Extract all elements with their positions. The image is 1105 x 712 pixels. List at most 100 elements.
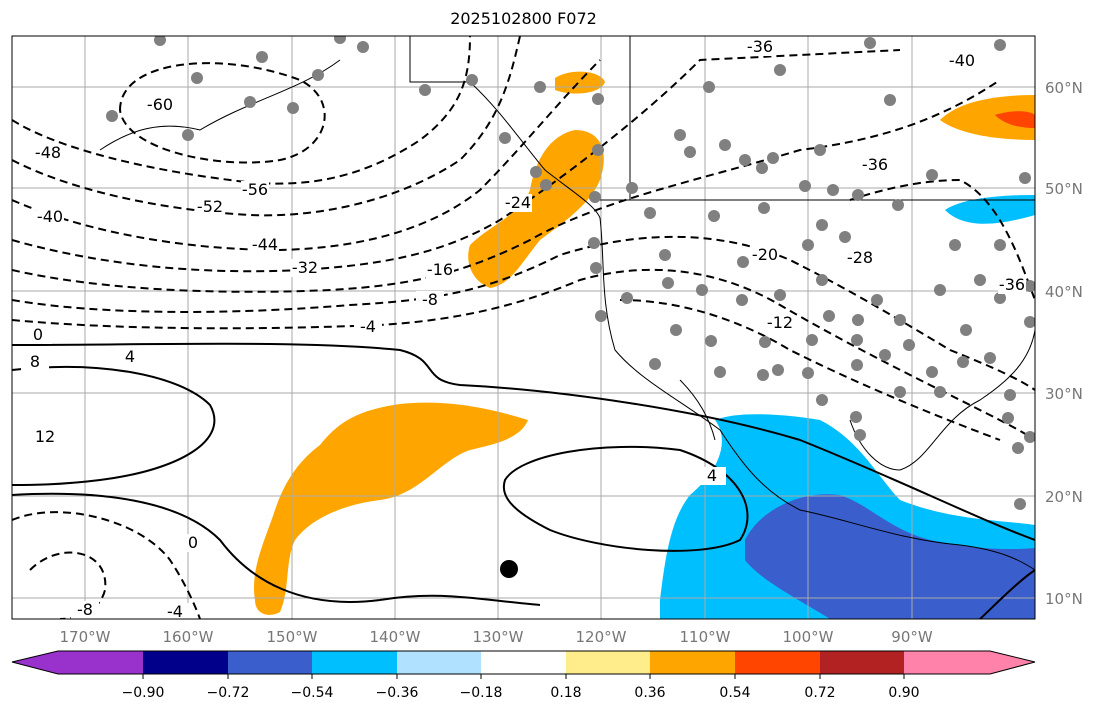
station-marker — [1024, 280, 1035, 292]
station-marker — [244, 96, 256, 108]
station-marker — [588, 237, 600, 249]
lat-tick-label: 10°N — [1045, 590, 1083, 608]
station-marker — [806, 334, 818, 346]
contour-label: -20 — [752, 245, 778, 264]
station-marker — [879, 349, 891, 361]
station-marker — [850, 411, 862, 423]
colorbar-segment — [481, 651, 567, 674]
station-marker — [1004, 389, 1016, 401]
station-marker — [334, 36, 346, 44]
station-marker — [256, 51, 268, 63]
station-marker — [767, 152, 779, 164]
colorbar-outline — [11, 650, 1036, 675]
lat-tick-label: 40°N — [1045, 283, 1083, 301]
lon-tick-label: 100°W — [783, 628, 834, 646]
station-marker — [312, 69, 324, 81]
station-marker — [626, 182, 638, 194]
station-marker — [758, 202, 770, 214]
colorbar-segment — [312, 651, 398, 674]
station-marker — [499, 132, 511, 144]
station-marker — [852, 189, 864, 201]
contour-label: 8 — [30, 352, 40, 371]
contour-label: 0 — [33, 325, 43, 344]
colorbar-tick-label: 0.90 — [888, 685, 919, 701]
station-marker — [892, 199, 904, 211]
contour-label: -36 — [999, 275, 1025, 294]
station-marker — [884, 94, 896, 106]
station-marker — [816, 274, 828, 286]
station-marker — [802, 239, 814, 251]
colorbar-segment — [566, 651, 651, 674]
station-marker — [949, 239, 961, 251]
station-marker — [592, 93, 604, 105]
station-marker — [814, 144, 826, 156]
colorbar-tick-label: 0.54 — [719, 685, 750, 701]
shading-strong-positive — [995, 111, 1035, 128]
colorbar-segment — [397, 651, 482, 674]
positive-contours — [12, 342, 1035, 619]
station-marker — [708, 210, 720, 222]
colorbar-extend-high — [904, 651, 1035, 674]
station-marker — [714, 366, 726, 378]
station-marker — [590, 262, 602, 274]
station-marker — [287, 102, 299, 114]
contour-label: 4 — [707, 466, 717, 485]
station-marker — [774, 289, 786, 301]
station-marker — [1012, 442, 1024, 454]
station-marker — [851, 359, 863, 371]
station-marker — [736, 294, 748, 306]
colorbar-segment — [650, 651, 736, 674]
station-marker — [684, 146, 696, 158]
station-marker — [957, 356, 969, 368]
lon-tick-label: 160°W — [163, 628, 214, 646]
station-marker — [816, 219, 828, 231]
station-marker — [739, 154, 751, 166]
station-marker — [854, 429, 866, 441]
station-marker — [534, 81, 546, 93]
station-marker — [621, 292, 633, 304]
contour-label: -52 — [197, 197, 223, 216]
station-marker — [357, 41, 369, 53]
plot-title: 2025102800 F072 — [450, 9, 597, 28]
contour-label: -56 — [242, 180, 268, 199]
station-marker — [419, 84, 431, 96]
colorbar-extend-low — [12, 651, 143, 674]
colorbar-tick-label: −0.72 — [207, 685, 250, 701]
station-marker — [1002, 412, 1014, 424]
contour-label: -8 — [77, 600, 93, 619]
station-marker — [649, 358, 661, 370]
station-marker — [595, 310, 607, 322]
contour-label: 0 — [188, 533, 198, 552]
colorbar-segment — [735, 651, 821, 674]
colorbar-tick-label: −0.36 — [376, 685, 419, 701]
station-marker — [894, 314, 906, 326]
station-marker — [926, 366, 938, 378]
colorbar: −0.90 −0.72 −0.54 −0.36 −0.18 0.18 0.36 0.54 0.7… — [11, 650, 1036, 701]
contour-label: -36 — [747, 37, 773, 56]
station-marker — [703, 81, 715, 93]
station-marker — [1024, 431, 1035, 443]
lon-tick-label: 130°W — [473, 628, 524, 646]
station-marker — [774, 64, 786, 76]
station-marker — [757, 369, 769, 381]
lon-tick-label: 150°W — [267, 628, 318, 646]
lon-tick-label: 90°W — [891, 628, 933, 646]
station-marker — [662, 277, 674, 289]
contour-label: -16 — [427, 260, 453, 279]
station-marker — [772, 364, 784, 376]
coastlines — [99, 36, 1035, 571]
station-marker — [182, 129, 194, 141]
station-marker — [894, 386, 906, 398]
lon-tick-label: 170°W — [60, 628, 111, 646]
contour-label: -24 — [505, 193, 531, 212]
station-marker — [871, 294, 883, 306]
colorbar-tick-label: −0.54 — [291, 685, 334, 701]
station-marker — [705, 335, 717, 347]
colorbar-tick-label: 0.36 — [634, 685, 665, 701]
contour-label: -4 — [167, 602, 183, 621]
station-marker — [851, 334, 863, 346]
station-marker — [592, 144, 604, 156]
contour-label: -36 — [862, 155, 888, 174]
contour-label: -40 — [949, 51, 975, 70]
lat-tick-label: 30°N — [1045, 385, 1083, 403]
